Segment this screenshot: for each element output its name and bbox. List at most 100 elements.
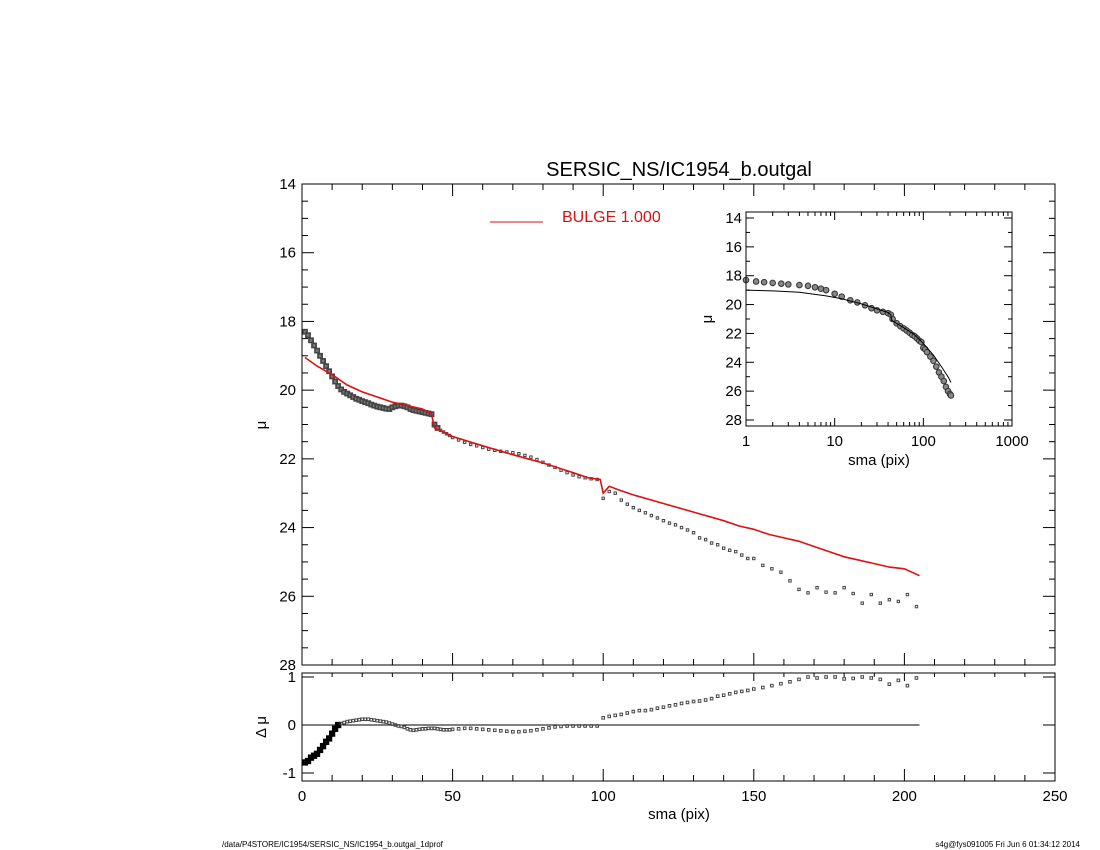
residual-point [637, 708, 642, 713]
residual-point [739, 689, 744, 694]
residual-point [351, 718, 356, 723]
residual-point [474, 727, 479, 731]
residual-point [770, 683, 774, 688]
inset-observed-point [947, 392, 955, 399]
footer-timestamp: s4g@fys091005 Fri Jun 6 01:34:12 2014 [935, 840, 1080, 849]
residual-point [535, 728, 539, 732]
inset-observed-point [777, 280, 785, 287]
observed-profile-point [851, 591, 855, 596]
residual-point [417, 727, 422, 732]
inset-model-line [745, 289, 952, 383]
main-y-tick-label: 18 [279, 313, 296, 330]
residual-point [420, 727, 425, 731]
residual-point [441, 728, 446, 732]
inset-y-tick-label: 16 [725, 239, 742, 256]
residual-x-tick-label: 200 [892, 788, 917, 805]
inset-observed-point [760, 278, 768, 286]
observed-profile-point [833, 591, 837, 595]
residual-point [745, 688, 750, 693]
observed-profile-point [887, 598, 892, 602]
residual-point [661, 705, 666, 710]
residual-point [878, 677, 883, 682]
residual-x-tick-label: 0 [298, 788, 306, 805]
residual-panel: -101 0 50 100 150 200 250 Δ μ sma (pix) [253, 669, 1068, 823]
residual-point [583, 724, 587, 728]
residual-point [788, 680, 792, 684]
bulge-model-line [304, 356, 920, 577]
residual-point [378, 719, 383, 723]
observed-profile-point [320, 358, 326, 364]
observed-profile-point [523, 453, 527, 458]
residual-point [399, 724, 404, 729]
residual-point [601, 716, 606, 720]
residual-point [869, 676, 874, 680]
observed-profile-point [314, 347, 320, 354]
residual-x-ticks: 0 50 100 150 200 250 [298, 673, 1068, 805]
inset-y-tick-label: 20 [725, 297, 742, 314]
observed-profile-point [728, 548, 732, 552]
footer-file-path: /data/P4STORE/IC1954/SERSIC_NS/IC1954_b.… [222, 840, 444, 849]
residual-point [396, 724, 401, 728]
residual-point [559, 724, 563, 729]
residual-point [806, 675, 810, 679]
observed-profile-point [511, 450, 515, 455]
main-y-tick-label: 20 [279, 382, 296, 399]
residual-point [387, 721, 392, 725]
residual-point [517, 729, 521, 734]
observed-profile-point [661, 519, 666, 523]
observed-profile-point [896, 599, 901, 604]
residual-point [631, 709, 636, 714]
observed-profile-point [679, 525, 684, 530]
residual-x-tick-label: 250 [1042, 788, 1067, 805]
residual-point [366, 717, 371, 722]
residual-point [655, 706, 660, 711]
inset-plot-frame [745, 211, 1013, 427]
residual-plot-frame [301, 672, 1056, 782]
main-y-tick-label: 16 [279, 245, 296, 262]
residual-point [842, 677, 846, 681]
residual-point [761, 685, 765, 690]
observed-profile-point [673, 523, 678, 527]
main-y-tick-label: 14 [279, 176, 296, 193]
main-data-marks [302, 328, 920, 609]
observed-profile-point [468, 442, 473, 447]
inset-y-tick-label: 18 [725, 268, 742, 285]
observed-profile-point [305, 332, 311, 339]
residual-point [541, 727, 545, 731]
main-y-tick-label: 26 [279, 588, 296, 605]
residual-point [348, 719, 352, 723]
inset-panel: 14 16 18 20 22 24 26 28 1 10 100 1000 μ sma (pix) [699, 210, 1029, 469]
residual-point [619, 712, 624, 717]
residual-point [486, 728, 491, 732]
observed-profile-point [311, 342, 317, 349]
residual-point [715, 694, 720, 699]
residual-point [444, 728, 449, 732]
inset-y-tick-label: 24 [725, 354, 742, 371]
residual-point [673, 703, 678, 707]
residual-point [529, 728, 533, 733]
observed-profile-point [335, 383, 342, 389]
inset-x-ticks: 1 10 100 1000 [742, 212, 1029, 450]
residual-point [438, 727, 443, 732]
residual-point [498, 728, 503, 733]
residual-point [480, 727, 485, 732]
residual-point [703, 698, 708, 702]
residual-point [643, 708, 648, 713]
inset-observed-point [796, 281, 803, 289]
residual-point [721, 693, 726, 698]
inset-y-ticks: 14 16 18 20 22 24 26 28 [725, 210, 1012, 429]
residual-point [372, 718, 377, 723]
residual-point [797, 677, 801, 682]
residual-point [523, 729, 527, 734]
observed-profile-point [691, 531, 696, 535]
inset-observed-point [822, 286, 830, 294]
observed-profile-point [529, 455, 533, 459]
residual-point [649, 707, 654, 712]
residual-point [360, 717, 365, 722]
residual-point [824, 675, 828, 679]
residual-y-tick-label: 0 [288, 717, 296, 734]
observed-profile-point [842, 585, 846, 590]
observed-profile-point [797, 587, 801, 592]
observed-profile-point [824, 590, 828, 594]
main-panel: SERSIC_NS/IC1954_b.outgal 14 16 18 20 22 24 26… [253, 159, 1056, 674]
